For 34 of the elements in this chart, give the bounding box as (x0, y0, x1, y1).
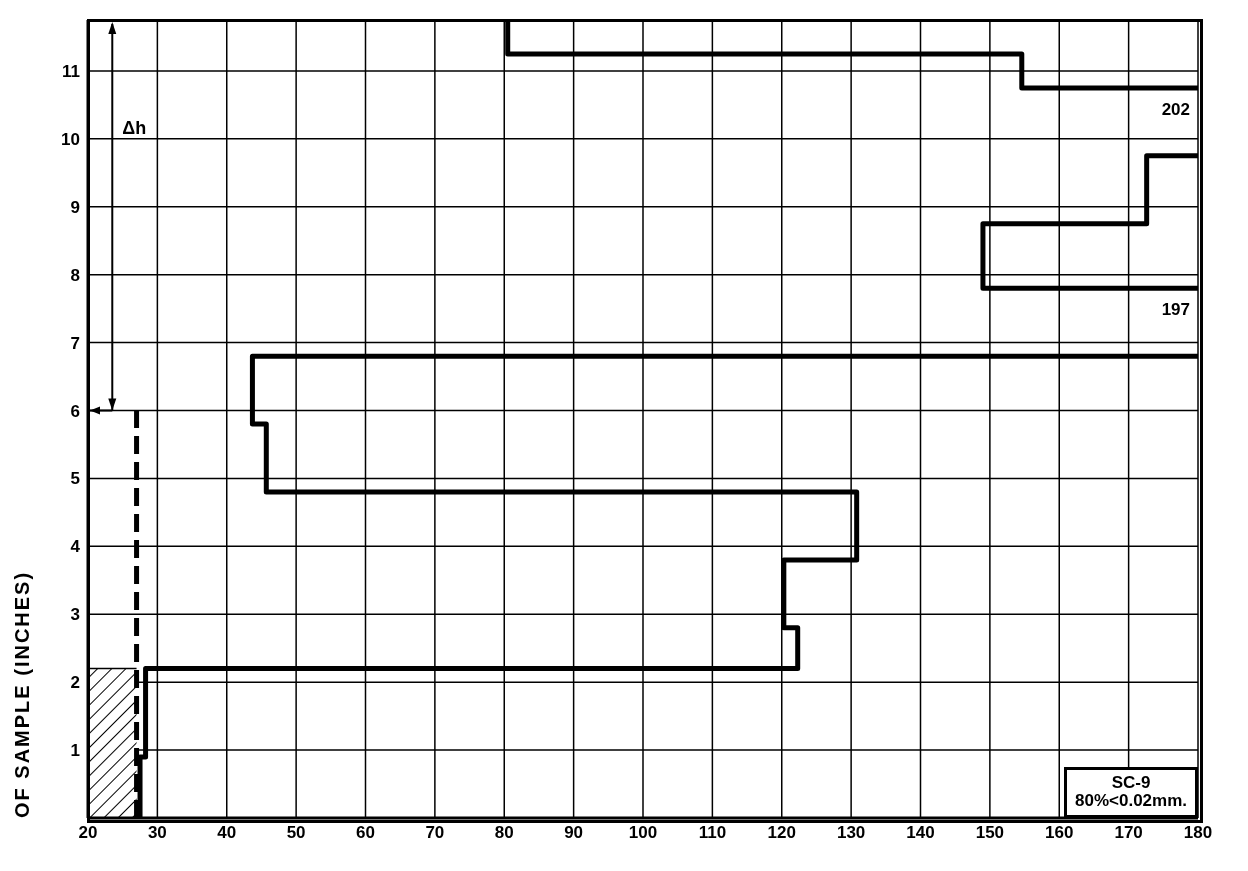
x-tick-label: 70 (425, 823, 445, 843)
annotation: SC-9 (1110, 772, 1152, 793)
x-tick-label: 90 (564, 823, 584, 843)
annotation: 202 (1160, 99, 1190, 120)
x-tick-label: 50 (286, 823, 306, 843)
y-tick-label: 4 (70, 537, 81, 557)
y-tick-label: 3 (70, 605, 80, 625)
x-tick-label: 80 (494, 823, 514, 843)
x-tick-label: 30 (147, 823, 167, 843)
y-tick-label: 5 (70, 469, 80, 489)
y-tick-label: 7 (70, 333, 80, 353)
y-tick-label: 6 (70, 401, 80, 421)
y-tick-label: 10 (61, 129, 80, 149)
y-tick-label: 11 (62, 61, 80, 81)
x-tick-label: 100 (628, 823, 658, 843)
x-tick-label: 150 (975, 823, 1005, 843)
y-tick-label: 2 (70, 673, 80, 693)
x-tick-label: 60 (356, 823, 375, 843)
x-tick-label: 20 (78, 823, 98, 843)
x-tick-label: 110 (698, 823, 727, 843)
y-axis-title: OF SAMPLE (INCHES) (10, 570, 34, 818)
annotation: 80%<0.02mm. (1075, 791, 1187, 811)
x-tick-label: 130 (836, 823, 866, 843)
x-tick-label: 170 (1114, 823, 1143, 843)
x-tick-label: 160 (1045, 823, 1074, 843)
annotation: Δh (122, 117, 147, 139)
x-tick-label: 180 (1183, 823, 1213, 843)
annotation: 197 (1160, 300, 1190, 321)
y-tick-label: 8 (70, 265, 80, 285)
x-tick-label: 40 (217, 823, 237, 843)
x-tick-label: 120 (767, 823, 796, 843)
x-tick-label: 140 (906, 823, 935, 843)
y-tick-label: 1 (70, 741, 80, 761)
y-tick-label: 9 (70, 197, 80, 217)
